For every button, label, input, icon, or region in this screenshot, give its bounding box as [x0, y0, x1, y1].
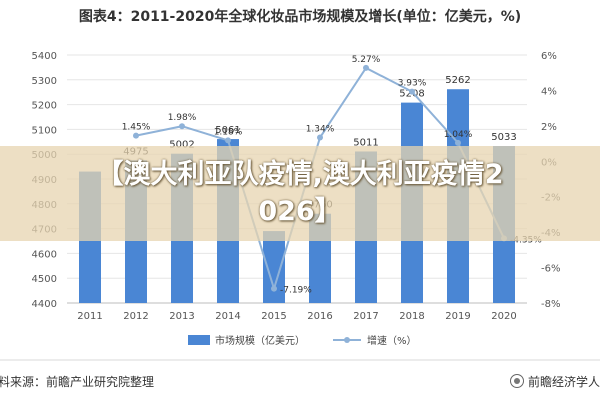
growth-point	[317, 134, 323, 141]
x-tick-label: 2019	[445, 311, 470, 322]
growth-point	[271, 285, 277, 292]
overlay-headline-line2: 026】	[258, 196, 342, 227]
chart-title: 图表4：2011-2020年全球化妆品市场规模及增长(单位：亿美元，%)	[78, 9, 522, 25]
y-right-tick-label: 4%	[541, 86, 557, 97]
x-tick-label: 2016	[307, 311, 332, 322]
y-left-tick-label: 5100	[32, 125, 57, 136]
legend-bar-label: 市场规模（亿美元）	[215, 334, 305, 347]
bar-value-label: 5011	[353, 137, 378, 148]
x-tick-label: 2015	[261, 311, 286, 322]
overlay-headline: 【澳大利亚队疫情,澳大利亚疫情2 026】	[0, 156, 600, 230]
growth-point	[225, 137, 231, 144]
x-tick-label: 2020	[491, 311, 516, 322]
growth-value-label: 1.04%	[444, 130, 473, 140]
x-tick-label: 2014	[215, 311, 240, 322]
growth-value-label: 1.34%	[306, 125, 335, 135]
y-right-tick-label: 2%	[541, 122, 557, 133]
overlay-headline-line1: 【澳大利亚队疫情,澳大利亚疫情2	[96, 159, 504, 190]
bar-value-label: 5262	[445, 75, 470, 86]
brand-footer: 前瞻经济学人	[509, 373, 600, 390]
legend-line-label: 增速（%）	[367, 334, 417, 347]
y-left-tick-label: 5300	[32, 76, 57, 87]
x-tick-label: 2012	[123, 311, 148, 322]
legend-line-marker	[344, 337, 350, 343]
y-right-tick-label: -8%	[541, 299, 560, 310]
brand-logo-icon	[509, 374, 524, 388]
growth-point	[179, 123, 185, 130]
growth-value-label: 1.98%	[168, 113, 197, 123]
bar-value-label: 5061	[215, 125, 240, 136]
headline-banner	[0, 146, 600, 241]
y-left-tick-label: 4400	[32, 299, 57, 310]
growth-value-label: 1.45%	[122, 123, 151, 133]
brand-name: 前瞻经济学人	[527, 375, 600, 389]
growth-point	[363, 64, 369, 71]
source-note: 料来源：前瞻产业研究院整理	[0, 375, 155, 389]
y-left-tick-label: 4600	[32, 249, 57, 260]
growth-point	[455, 139, 461, 146]
growth-point	[409, 88, 415, 95]
y-left-tick-label: 4500	[32, 274, 57, 285]
y-right-tick-label: -6%	[541, 264, 560, 275]
x-tick-label: 2013	[169, 311, 194, 322]
y-left-tick-label: 5400	[32, 51, 57, 62]
growth-value-label: 1.18%	[214, 127, 243, 137]
growth-value-label: 3.93%	[398, 79, 427, 89]
bar-value-label: 5033	[491, 132, 516, 143]
x-tick-label: 2011	[77, 311, 102, 322]
y-left-tick-label: 5200	[32, 101, 57, 112]
growth-value-label: -7.19%	[280, 286, 312, 296]
x-tick-label: 2017	[353, 311, 378, 322]
bar	[263, 231, 285, 303]
bar-value-label: 5002	[169, 140, 194, 151]
growth-value-label: 5.27%	[352, 55, 381, 65]
x-tick-label: 2018	[399, 311, 424, 322]
growth-point	[133, 132, 139, 139]
y-right-tick-label: 6%	[541, 51, 557, 62]
legend-bar-swatch	[188, 335, 210, 345]
